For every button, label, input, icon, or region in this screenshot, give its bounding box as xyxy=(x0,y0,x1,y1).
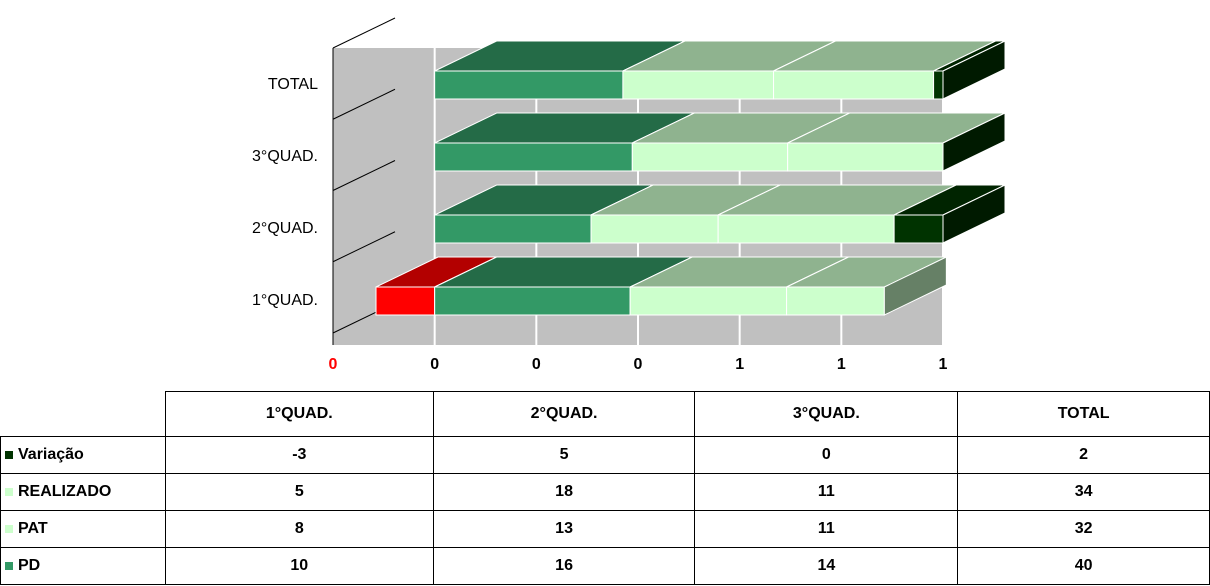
bar xyxy=(434,214,592,244)
legend-label: PAT xyxy=(18,520,48,537)
legend-swatch xyxy=(5,525,13,533)
bar-side xyxy=(942,184,1006,244)
data-table: 1°QUAD. 2°QUAD. 3°QUAD. TOTAL Variação -3 5 0 2 R… xyxy=(0,391,1210,585)
y-tick-label: 3°QUAD. xyxy=(252,148,318,165)
wall-diagonal xyxy=(332,231,396,263)
y-tick-label: 1°QUAD. xyxy=(252,292,318,309)
bar xyxy=(434,70,624,100)
table-cell: 32 xyxy=(957,510,1210,548)
bar xyxy=(434,142,633,172)
table-cell: 16 xyxy=(432,547,696,585)
row-header: Variação xyxy=(0,436,166,474)
data-row: PAT 8 13 11 32 xyxy=(0,510,1210,548)
column-header: 2°QUAD. xyxy=(432,391,696,437)
table-cell: 5 xyxy=(432,436,696,474)
bar xyxy=(631,142,789,172)
column-header: 3°QUAD. xyxy=(694,391,959,437)
x-tick-label: 0 xyxy=(430,356,439,373)
legend-label: Variação xyxy=(18,446,84,463)
wall-diagonal xyxy=(332,160,396,191)
data-row: PD 10 16 14 40 xyxy=(0,547,1210,585)
table-cell: 0 xyxy=(694,436,959,474)
table-cell: -3 xyxy=(164,436,434,474)
x-tick-label: 0 xyxy=(329,356,338,373)
legend-swatch xyxy=(5,451,13,459)
bar xyxy=(375,286,436,316)
bar xyxy=(590,214,719,244)
x-tick-label: 1 xyxy=(939,356,948,373)
column-header: TOTAL xyxy=(957,391,1210,437)
row-header: PAT xyxy=(0,510,166,548)
x-tick-label: 1 xyxy=(735,356,744,373)
row-header: PD xyxy=(0,547,166,585)
row-header: REALIZADO xyxy=(0,473,166,511)
column-header: 1°QUAD. xyxy=(164,391,434,437)
legend-label: REALIZADO xyxy=(18,483,112,500)
x-tick-label: 0 xyxy=(634,356,643,373)
table-cell: 2 xyxy=(957,436,1210,474)
table-cell: 18 xyxy=(432,473,696,511)
bar xyxy=(629,286,788,316)
bar xyxy=(893,214,944,244)
legend-swatch xyxy=(5,488,13,496)
table-cell: 11 xyxy=(694,473,959,511)
table-cell: 40 xyxy=(957,547,1210,585)
legend-swatch xyxy=(5,562,13,570)
bar-side xyxy=(883,256,947,316)
bar xyxy=(786,286,885,316)
data-row: REALIZADO 5 18 11 34 xyxy=(0,473,1210,511)
x-tick-label: 1 xyxy=(837,356,846,373)
table-cell: 11 xyxy=(694,510,959,548)
table-cell: 34 xyxy=(957,473,1210,511)
y-tick-label: 2°QUAD. xyxy=(252,220,318,237)
wall-diagonal xyxy=(332,88,396,120)
bar xyxy=(773,70,935,100)
bar xyxy=(787,142,944,172)
legend-label: PD xyxy=(18,557,41,574)
table-cell: 8 xyxy=(164,510,434,548)
bar-side xyxy=(942,40,1006,100)
table-cell: 10 xyxy=(164,547,434,585)
chart: 0 0 0 0 1 1 1 1°QUAD. 2°QUAD. 3°QUAD. TOTAL xyxy=(252,17,1006,373)
bar xyxy=(717,214,895,244)
table-cell: 5 xyxy=(164,473,434,511)
y-tick-label: TOTAL xyxy=(268,76,318,93)
table-cell: 13 xyxy=(432,510,696,548)
bar xyxy=(434,286,631,316)
table-cell: 14 xyxy=(694,547,959,585)
bar xyxy=(933,70,944,100)
corner xyxy=(1,392,166,437)
wall-diagonal xyxy=(332,17,396,49)
header-row: 1°QUAD. 2°QUAD. 3°QUAD. TOTAL xyxy=(1,391,1210,437)
data-row: Variação -3 5 0 2 xyxy=(0,436,1210,474)
bar xyxy=(622,70,775,100)
bar-side xyxy=(942,112,1006,172)
x-tick-label: 0 xyxy=(532,356,541,373)
